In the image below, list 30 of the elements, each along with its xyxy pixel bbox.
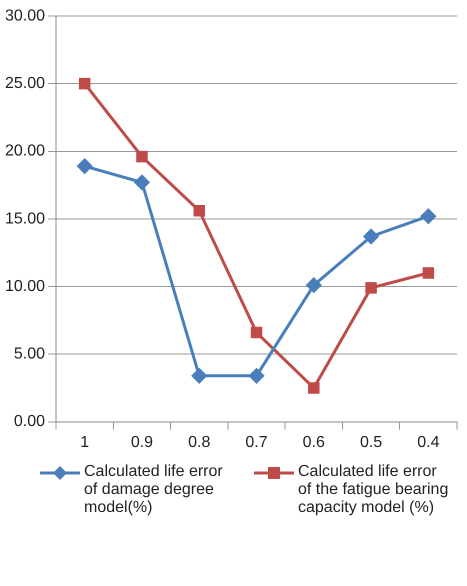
x-tick-label: 1 (80, 434, 90, 451)
point (422, 267, 434, 279)
point (78, 78, 90, 90)
y-tick-label: 15.00 (4, 210, 46, 228)
point (364, 228, 379, 244)
point (250, 326, 262, 338)
x-tick-label: 0.4 (417, 434, 440, 451)
x-tick-label: 0.7 (245, 434, 268, 451)
y-tick-label: 5.00 (14, 346, 46, 363)
point (249, 368, 264, 384)
y-tick-label: 30.00 (4, 7, 46, 24)
point (420, 208, 436, 224)
y-tick-label: 10.00 (4, 278, 46, 295)
y-tick-label: 25.00 (4, 75, 46, 92)
x-tick-label: 0.5 (360, 434, 382, 451)
legend-label: Calculated life error of the fatigue bearing capacity model (%) (298, 463, 450, 517)
point (365, 282, 377, 294)
point (308, 382, 320, 394)
x-tick-label: 0.9 (130, 434, 154, 451)
point (77, 158, 92, 174)
y-tick-label: 20.00 (4, 142, 46, 160)
point (306, 278, 322, 293)
x-tick-label: 0.8 (188, 434, 210, 451)
point (136, 150, 148, 162)
legend-label: Calculated life error of damage degree model(%) (84, 463, 224, 517)
x-tick-label: 0.6 (302, 434, 326, 451)
point (192, 368, 207, 384)
y-tick-label: 0.00 (14, 413, 46, 430)
point (193, 205, 205, 217)
point (134, 174, 150, 190)
